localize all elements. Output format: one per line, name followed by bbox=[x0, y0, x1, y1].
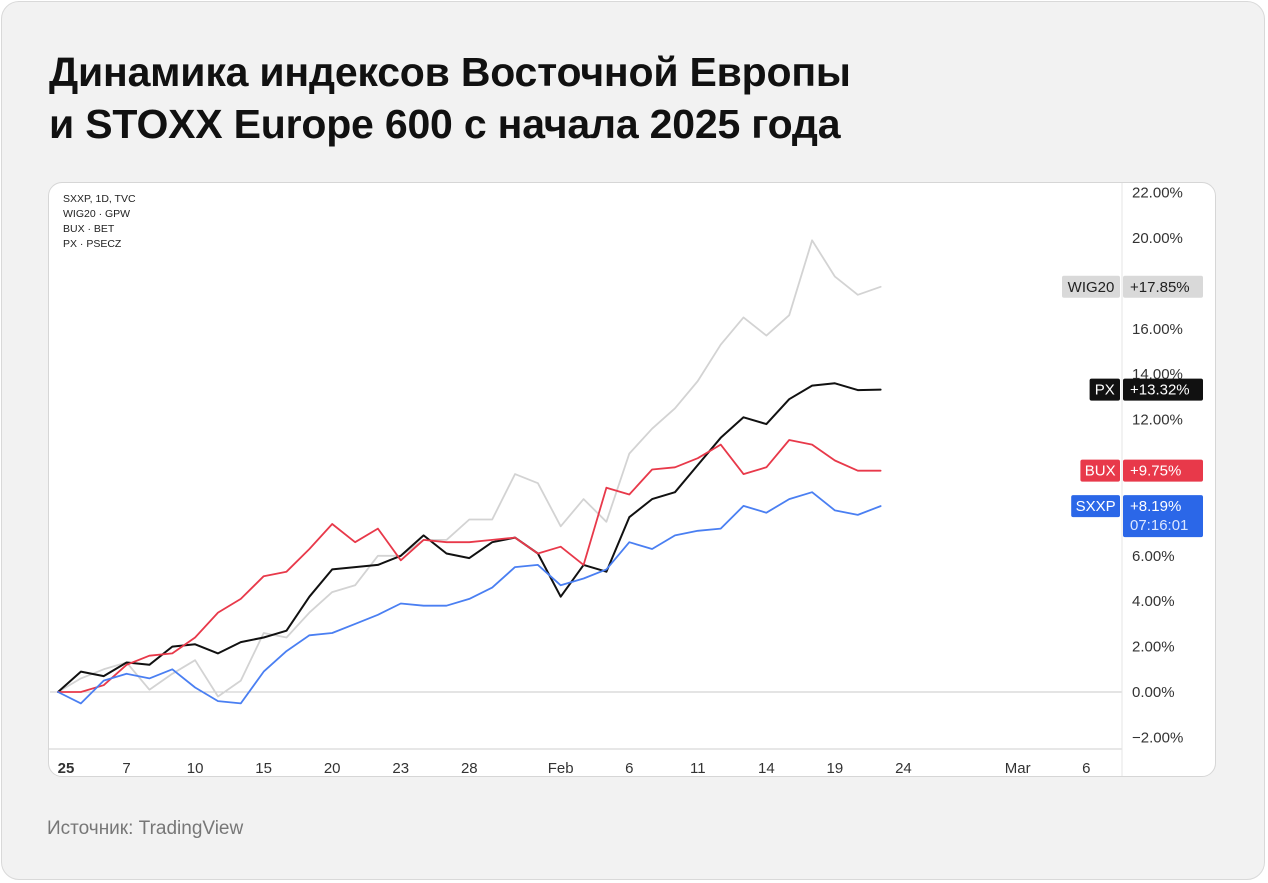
line-chart: 22.00%20.00%16.00%14.00%12.00%6.00%4.00%… bbox=[49, 183, 1203, 777]
tag-name-box-px bbox=[1089, 378, 1120, 401]
tag-name-wig20: WIG20 bbox=[1068, 279, 1115, 296]
tag-value-px: +13.32% bbox=[1130, 382, 1190, 399]
x-tick-label: 25 bbox=[58, 760, 75, 777]
y-tick-label: 12.00% bbox=[1132, 412, 1183, 429]
x-tick-label: 19 bbox=[827, 760, 844, 777]
x-tick-label: 20 bbox=[324, 760, 341, 777]
tag-name-box-sxxp bbox=[1071, 495, 1120, 518]
tag-value-box-bux bbox=[1123, 459, 1203, 482]
y-tick-label: 4.00% bbox=[1132, 593, 1175, 610]
y-tick-label: 16.00% bbox=[1132, 321, 1183, 338]
x-tick-label: Feb bbox=[548, 760, 574, 777]
tag-value-box-sxxp bbox=[1123, 495, 1203, 538]
page-title: Динамика индексов Восточной Европы и STO… bbox=[49, 46, 851, 150]
tag-value-box-px bbox=[1123, 378, 1203, 401]
y-tick-label: −2.00% bbox=[1132, 729, 1183, 746]
series-line-wig20 bbox=[57, 239, 882, 698]
source-note: Источник: TradingView bbox=[47, 818, 244, 839]
series-line-sxxp bbox=[57, 491, 882, 705]
series-line-bux bbox=[57, 439, 882, 693]
title-line-1: Динамика индексов Восточной Европы bbox=[49, 49, 851, 95]
x-tick-label: 10 bbox=[187, 760, 204, 777]
x-tick-label: 11 bbox=[690, 760, 706, 777]
x-tick-label: 14 bbox=[758, 760, 775, 777]
tag-name-bux: BUX bbox=[1085, 463, 1116, 480]
tag-value-wig20: +17.85% bbox=[1130, 279, 1190, 296]
y-tick-label: 20.00% bbox=[1132, 230, 1183, 247]
tag-name-box-bux bbox=[1080, 459, 1120, 482]
legend-item-bux: BUX · BET bbox=[63, 223, 115, 235]
tag-value-box-wig20 bbox=[1123, 275, 1203, 298]
title-line-2: и STOXX Europe 600 с начала 2025 года bbox=[49, 101, 841, 147]
series-line-px bbox=[57, 382, 882, 693]
y-tick-label: 0.00% bbox=[1132, 684, 1175, 701]
chart-panel: 22.00% 20.00% 16.00% 14.00% 12.00% 6.00% 4.00%… bbox=[48, 182, 1216, 777]
tag-name-sxxp: SXXP bbox=[1076, 498, 1116, 515]
chart-legend: SXXP, 1D, TVC WIG20 · GPW BUX · BET PX ·… bbox=[63, 192, 136, 252]
y-tick-label: 6.00% bbox=[1132, 548, 1175, 565]
x-tick-label: 6 bbox=[1082, 760, 1090, 777]
x-tick-label: 7 bbox=[122, 760, 130, 777]
legend-item-sxxp: SXXP, 1D, TVC bbox=[63, 193, 136, 205]
x-tick-label: 6 bbox=[625, 760, 633, 777]
tag-name-px: PX bbox=[1095, 382, 1115, 399]
tag-time-sxxp: 07:16:01 bbox=[1130, 517, 1188, 534]
legend-item-px: PX · PSECZ bbox=[63, 238, 122, 250]
y-tick-label: 22.00% bbox=[1132, 185, 1183, 202]
x-tick-label: 15 bbox=[255, 760, 272, 777]
legend-item-wig20: WIG20 · GPW bbox=[63, 208, 131, 220]
tag-value-sxxp: +8.19% bbox=[1130, 498, 1181, 515]
tag-name-box-wig20 bbox=[1062, 275, 1120, 298]
tag-value-bux: +9.75% bbox=[1130, 463, 1181, 480]
x-tick-label: 28 bbox=[461, 760, 478, 777]
y-tick-label: 2.00% bbox=[1132, 639, 1175, 656]
x-tick-label: 24 bbox=[895, 760, 912, 777]
x-tick-label: 23 bbox=[392, 760, 409, 777]
x-tick-label: Mar bbox=[1005, 760, 1031, 777]
